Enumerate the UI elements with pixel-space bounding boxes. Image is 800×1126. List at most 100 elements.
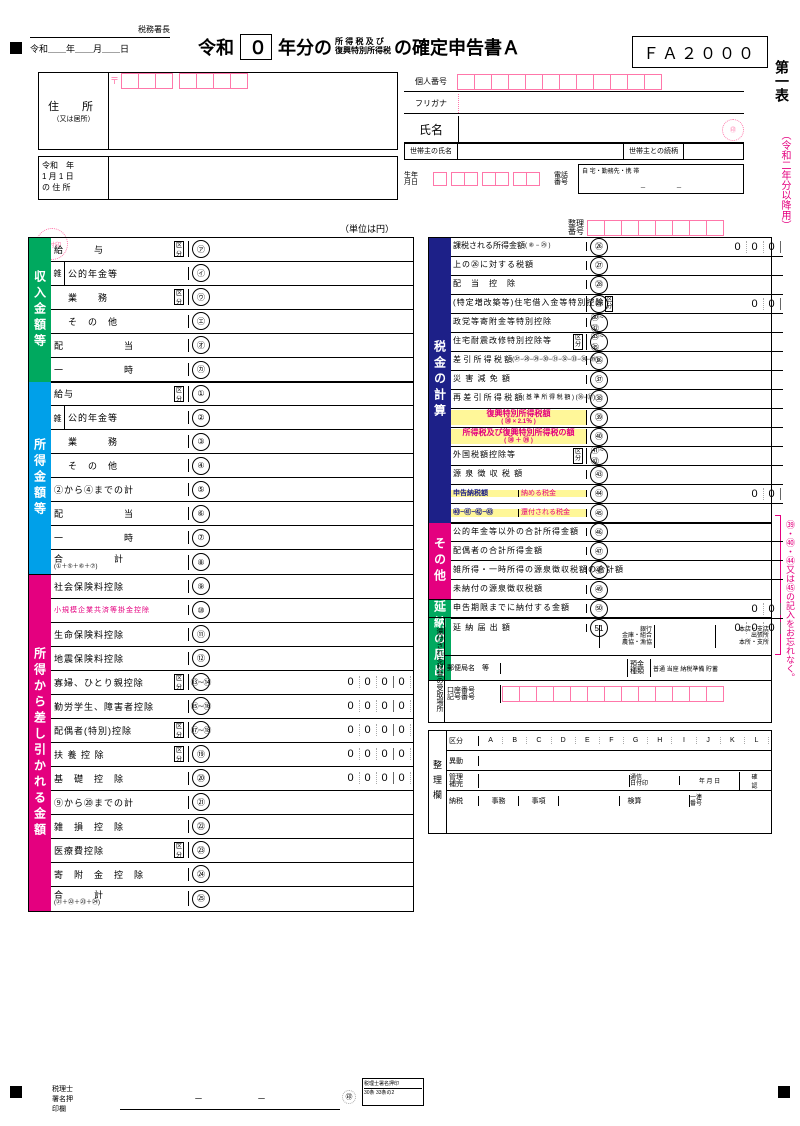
row-num: ㋔ bbox=[192, 336, 210, 354]
amount-cells[interactable]: 000 bbox=[611, 241, 783, 253]
furigana-field[interactable] bbox=[458, 94, 744, 113]
table-row: ②から④までの計⑤ bbox=[51, 478, 413, 502]
row-num: ⑲ bbox=[192, 745, 210, 763]
row-num: ㉙ bbox=[590, 295, 608, 313]
row-num: ㉖ bbox=[590, 238, 608, 256]
amount-cells[interactable]: 00 bbox=[611, 488, 783, 500]
account-cells[interactable] bbox=[503, 686, 724, 702]
table-row: 医療費控除区分㉓ bbox=[51, 839, 413, 863]
table-row: 配 当 控 除㉘ bbox=[451, 276, 783, 295]
table-row: そ の 他㋓ bbox=[51, 310, 413, 334]
amount-cells[interactable]: 0000 bbox=[213, 724, 413, 736]
table-row: 配偶者(特別)控除区分⑰~⑱0000 bbox=[51, 719, 413, 743]
table-row: 配偶者の合計所得金額㊼ bbox=[451, 542, 783, 561]
section: 所得金額等給与区分①雑公的年金等②業 務③そ の 他④②から④までの計⑤配 当⑥… bbox=[28, 381, 414, 575]
tel-field[interactable]: 自 宅・勤務先・携 帯－ － bbox=[578, 164, 744, 194]
row-num: ㉕ bbox=[192, 890, 210, 908]
address-jan1: 令和 年1 月 1 日の 住 所 bbox=[38, 156, 398, 200]
mynumber-cells[interactable] bbox=[458, 74, 662, 90]
fill-warning: ㊴・㊵・㊹又は㊺の記入をお忘れなく。 bbox=[783, 520, 796, 682]
row-num: ⑤ bbox=[192, 481, 210, 499]
table-row: 源 泉 徴 収 税 額㊸ bbox=[451, 466, 783, 485]
row-num: ㊻ bbox=[590, 523, 608, 541]
postal-cells[interactable] bbox=[122, 73, 248, 89]
table-row: 雑所得・一時所得の源泉徴収税額の合計額㊽ bbox=[451, 561, 783, 580]
page-note: （令和二年分以降用） bbox=[777, 130, 792, 230]
row-num: ㊲ bbox=[590, 371, 608, 389]
taxrep-sign[interactable]: － － bbox=[120, 1084, 340, 1110]
row-num: ㊴ bbox=[590, 409, 608, 427]
table-row: 基 礎 控 除⑳0000 bbox=[51, 767, 413, 791]
row-num: ① bbox=[192, 385, 210, 403]
table-row: 小規模企業共済等掛金控除⑩ bbox=[51, 599, 413, 623]
corner-mark bbox=[778, 1086, 790, 1098]
row-num: ⑩ bbox=[192, 601, 210, 619]
table-row: 公的年金等以外の合計所得金額㊻ bbox=[451, 523, 783, 542]
table-row: 雑公的年金等② bbox=[51, 406, 413, 430]
corner-mark bbox=[10, 1086, 22, 1098]
relation-lbl: 世帯主との続柄 bbox=[624, 142, 684, 160]
table-row: 住宅耐震改修特別控除等区分㉝~㉟ bbox=[451, 333, 783, 352]
name-field[interactable] bbox=[458, 116, 722, 143]
table-row: 給 与区分㋐ bbox=[51, 238, 413, 262]
seal-small: ㊞ bbox=[342, 1090, 356, 1104]
dob-lbl: 生年月日 bbox=[404, 172, 434, 186]
postal-mark: 〒 bbox=[110, 74, 119, 87]
seal-circle: ㊞ bbox=[722, 119, 744, 141]
row-num: ㉗ bbox=[590, 257, 608, 275]
table-row: (特定増改築等)住宅借入金等特別控除区分㉙00 bbox=[451, 295, 783, 314]
checkbox-3033[interactable]: 税理士署名押印 30条 33条の2 bbox=[362, 1078, 424, 1106]
row-num: ㉘ bbox=[590, 276, 608, 294]
row-num: ㉔ bbox=[192, 865, 210, 883]
amount-cells[interactable]: 0000 bbox=[213, 676, 413, 688]
refund-account: 還付される税金の受取場所 銀行 金庫・組合 農協・漁協 本店・支店 出張所 本所… bbox=[428, 617, 772, 723]
amount-cells[interactable]: 0000 bbox=[213, 772, 413, 784]
table-row: 雑公的年金等㋑ bbox=[51, 262, 413, 286]
row-num: ㊸ bbox=[590, 466, 608, 484]
row-num: ㋐ bbox=[192, 240, 210, 258]
table-row: 申告期限までに納付する金額㊿00 bbox=[451, 600, 783, 619]
table-row: 配 当⑥ bbox=[51, 502, 413, 526]
amount-cells[interactable]: 00 bbox=[611, 603, 783, 615]
row-num: ㊾ bbox=[590, 581, 608, 599]
row-num: ㊵ bbox=[590, 428, 608, 446]
row-num: ② bbox=[192, 409, 210, 427]
head-name[interactable] bbox=[458, 142, 624, 160]
row-num: ⑮~⑯ bbox=[192, 697, 210, 715]
row-num: ③ bbox=[192, 433, 210, 451]
table-row: 上の㉖に対する税額㉗ bbox=[451, 257, 783, 276]
table-row: 申告納税額納める税金㊹00 bbox=[451, 485, 783, 504]
table-row: 復興特別所得税額( ㊳ × 2.1％ )㊴ bbox=[451, 409, 783, 428]
row-num: ㊹ bbox=[590, 485, 608, 503]
table-row: 勤労学生、障害者控除⑮~⑯0000 bbox=[51, 695, 413, 719]
table-row: ㊵−㊶−㊷−㊸還付される税金㊺ bbox=[451, 504, 783, 523]
table-row: 寄 附 金 控 除㉔ bbox=[51, 863, 413, 887]
table-row: 地震保険料控除⑫ bbox=[51, 647, 413, 671]
personal-info: 個人番号 フリガナ 氏名㊞ bbox=[404, 72, 744, 146]
amount-cells[interactable]: 00 bbox=[611, 298, 783, 310]
page-tab: 第一表 bbox=[772, 60, 792, 102]
row-num: ⑦ bbox=[192, 529, 210, 547]
dob-cells[interactable] bbox=[434, 172, 540, 186]
head-name-lbl: 世帯主の氏名 bbox=[404, 142, 458, 160]
header-office: 税務署長 bbox=[30, 20, 170, 42]
row-num: ㊺ bbox=[590, 504, 608, 522]
table-row: 課税される所得金額( ⑧ − ㉕ )㉖000 bbox=[451, 238, 783, 257]
row-num: ㊱ bbox=[590, 352, 608, 370]
row-num: ⑨ bbox=[192, 577, 210, 595]
table-row: そ の 他④ bbox=[51, 454, 413, 478]
row-num: ⑳ bbox=[192, 769, 210, 787]
header-date: 令和＿＿年＿＿月＿＿日 bbox=[30, 42, 129, 55]
relation[interactable] bbox=[684, 142, 744, 160]
row-num: ⑧ bbox=[192, 553, 210, 571]
sort-number: 整理 番号 bbox=[568, 220, 724, 236]
table-row: 一 時⑦ bbox=[51, 526, 413, 550]
era-year-box[interactable]: ０ bbox=[240, 34, 272, 60]
table-row: 生命保険料控除⑪ bbox=[51, 623, 413, 647]
section: その他公的年金等以外の合計所得金額㊻配偶者の合計所得金額㊼雑所得・一時所得の源泉… bbox=[428, 522, 772, 600]
sort-grid: 整理欄 区分ABCDEFGHIJKL異動管理補完通信日付印年 月 日確認納税事務… bbox=[428, 730, 772, 834]
row-num: ㊽ bbox=[590, 561, 608, 579]
section: 税金の計算課税される所得金額( ⑧ − ㉕ )㉖000上の㉖に対する税額㉗配 当… bbox=[428, 237, 772, 524]
amount-cells[interactable]: 0000 bbox=[213, 748, 413, 760]
amount-cells[interactable]: 0000 bbox=[213, 700, 413, 712]
